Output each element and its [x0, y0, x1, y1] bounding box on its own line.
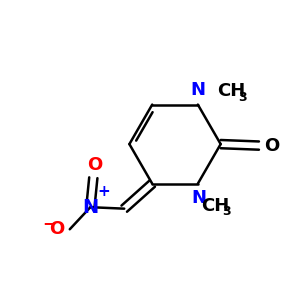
Text: O: O	[264, 136, 280, 154]
Text: N: N	[82, 198, 98, 217]
Text: 3: 3	[238, 91, 247, 104]
Text: CH: CH	[217, 82, 245, 100]
Text: O: O	[49, 220, 64, 238]
Text: N: N	[192, 189, 207, 207]
Text: O: O	[87, 156, 102, 174]
Text: −: −	[43, 214, 56, 232]
Text: N: N	[190, 81, 205, 99]
Text: +: +	[98, 184, 110, 199]
Text: 3: 3	[222, 205, 231, 218]
Text: CH: CH	[201, 197, 229, 215]
